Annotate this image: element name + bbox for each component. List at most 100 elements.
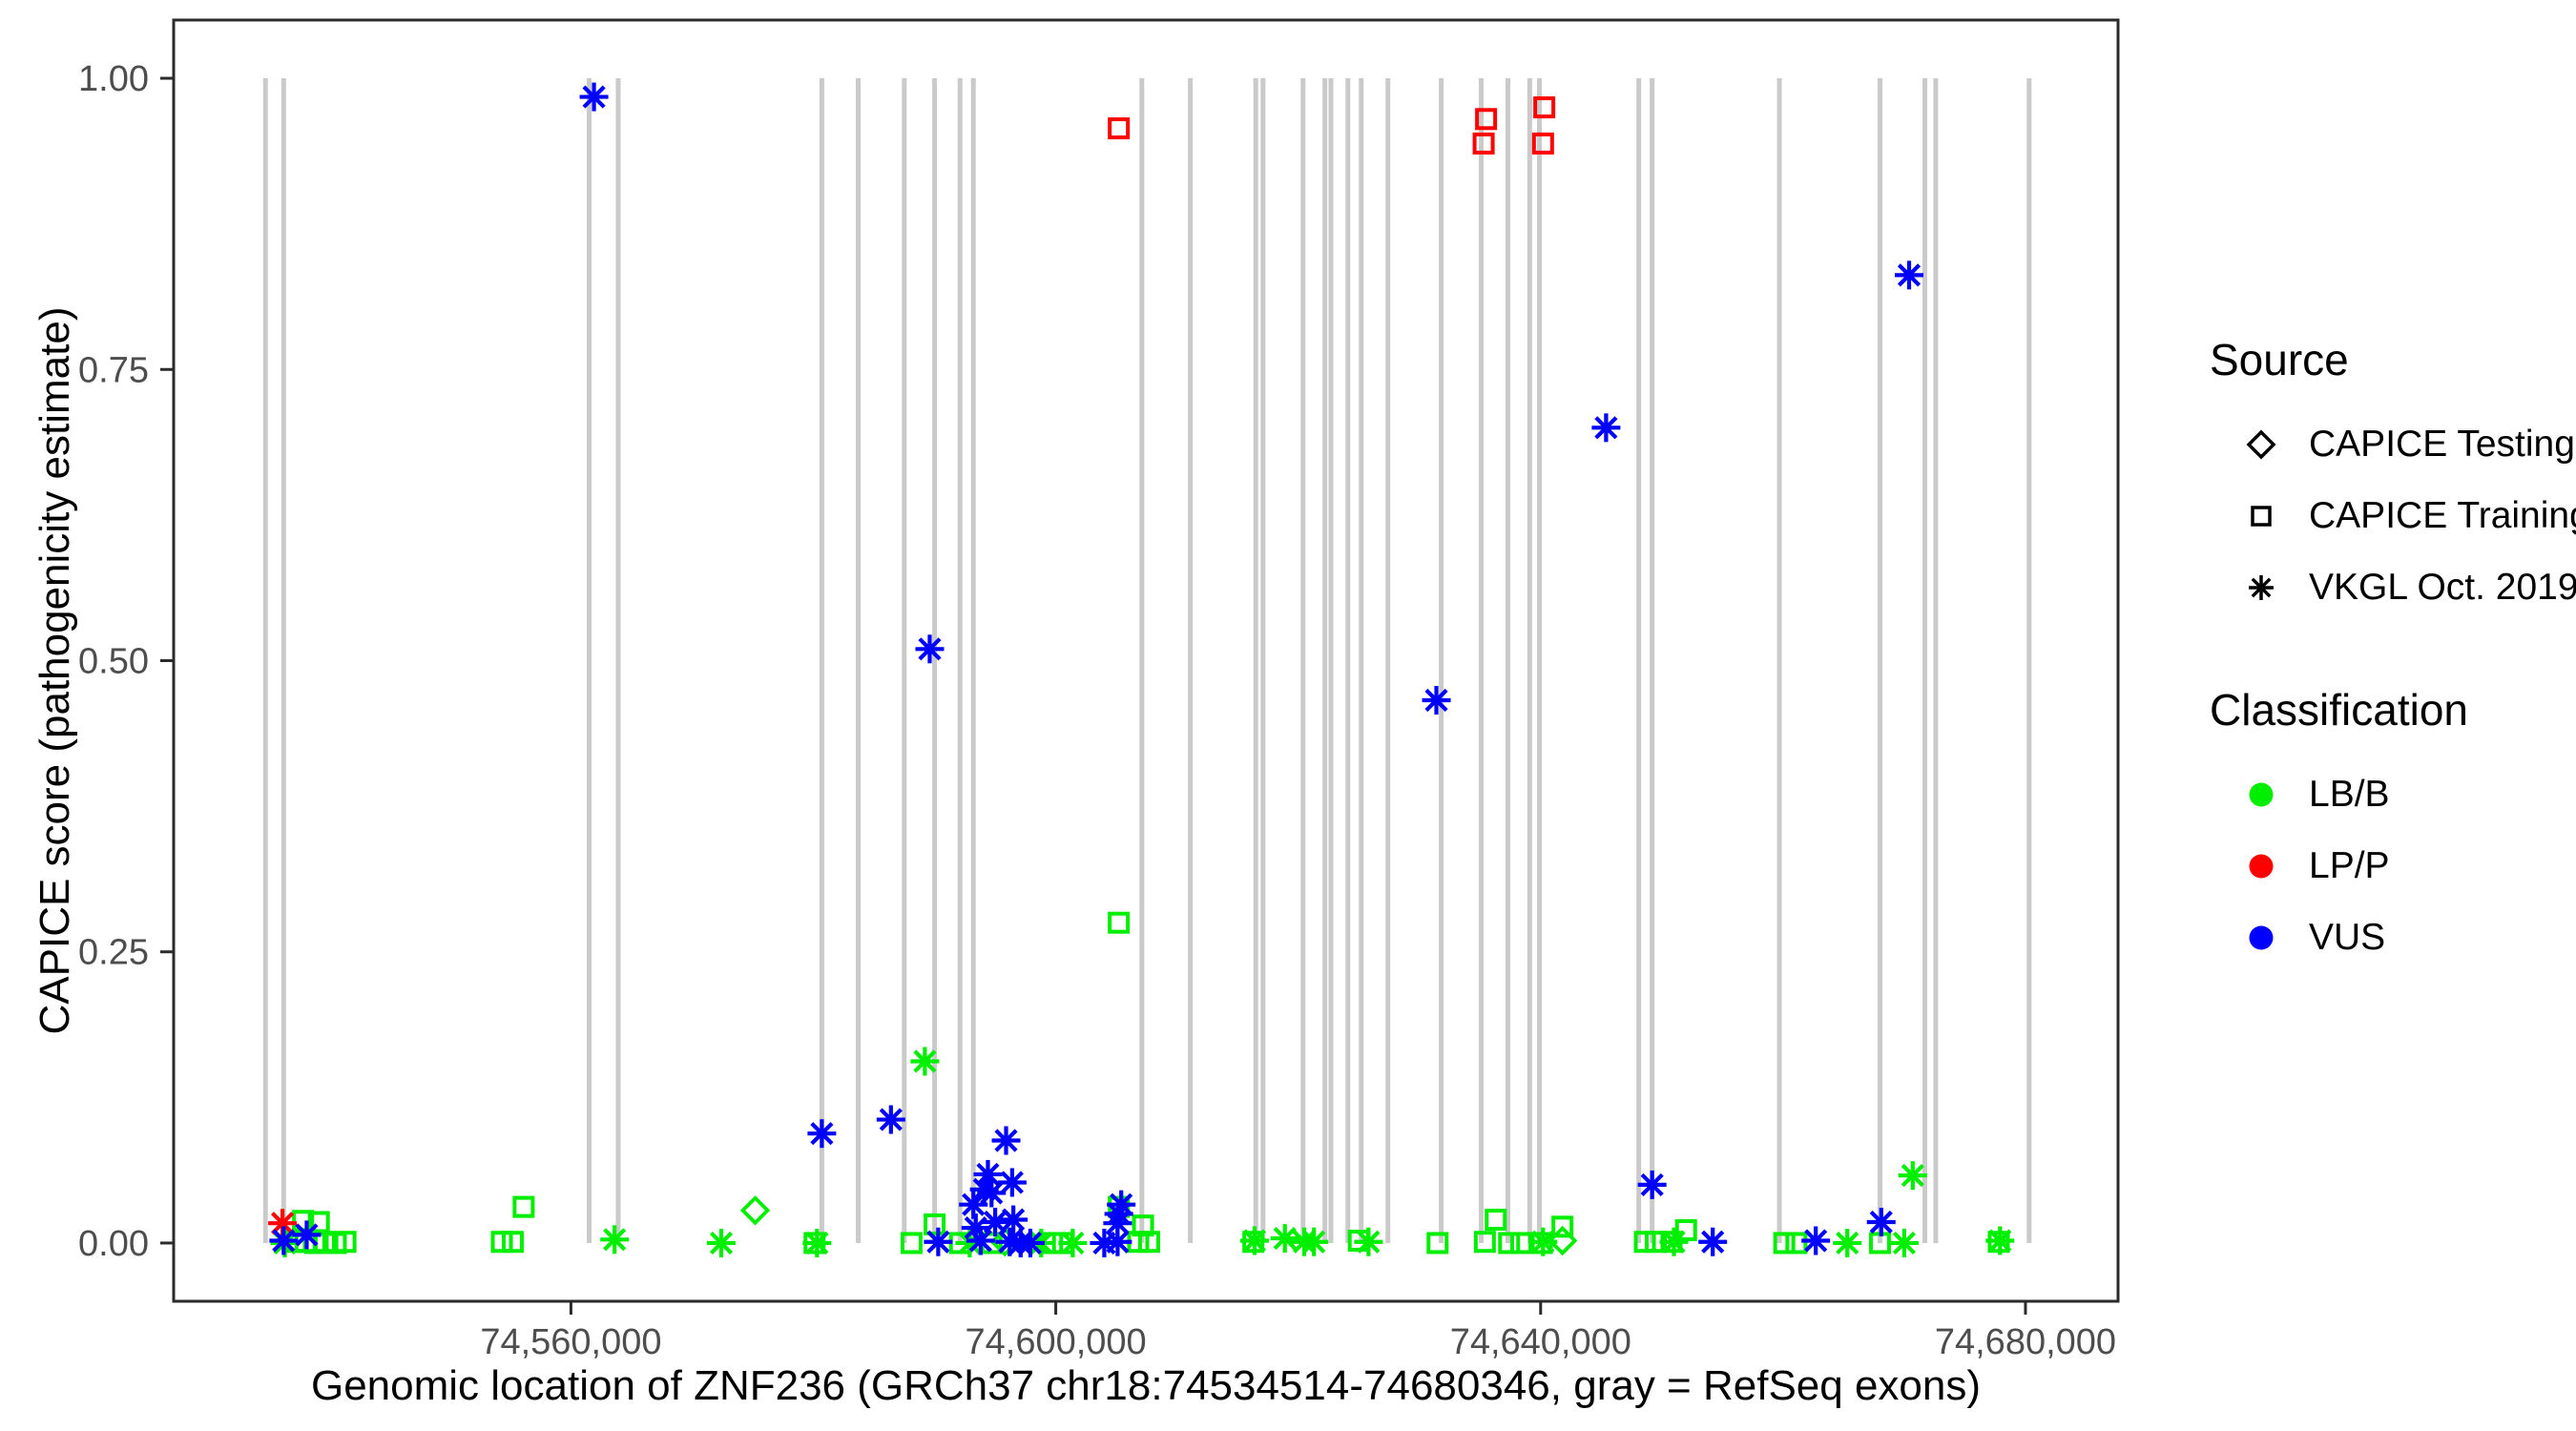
legend-source-item: CAPICE Training (2210, 480, 2576, 551)
data-point (1106, 1230, 1130, 1254)
x-axis-title: Genomic location of ZNF236 (GRCh37 chr18… (310, 1362, 1982, 1409)
data-point (1108, 117, 1131, 140)
data-point (1594, 416, 1618, 440)
data-point (1640, 1172, 1664, 1197)
y-tick-label: 1.00 (78, 59, 149, 99)
legend-classification-label: LP/P (2309, 844, 2390, 886)
data-point (1869, 1210, 1893, 1234)
legend-source-item: CAPICE Testing (2210, 408, 2575, 480)
data-point (879, 1108, 903, 1131)
data-point (1424, 688, 1448, 713)
data-point (1106, 1212, 1130, 1235)
data-point (1000, 1171, 1024, 1194)
data-point (1426, 1232, 1449, 1255)
data-point (1273, 1226, 1297, 1251)
data-point (1498, 1232, 1521, 1255)
data-point (1485, 1209, 1507, 1232)
data-point (1533, 96, 1556, 119)
y-tick-label: 0.00 (78, 1224, 149, 1264)
data-point (1547, 1225, 1578, 1256)
x-tick-label: 74,640,000 (1450, 1322, 1631, 1362)
y-tick-label: 0.75 (78, 350, 149, 390)
data-point (1674, 1219, 1697, 1242)
data-point (272, 1229, 296, 1253)
data-point (582, 85, 606, 109)
data-point (1302, 1230, 1326, 1254)
data-point (968, 1229, 992, 1253)
y-tick-label: 0.25 (78, 933, 149, 973)
data-point (1773, 1232, 1796, 1255)
data-point (994, 1129, 1018, 1152)
data-point (1804, 1229, 1828, 1253)
data-point (1472, 132, 1495, 155)
data-point (962, 1192, 986, 1216)
data-point (810, 1122, 834, 1146)
legend-source-items: CAPICE Testing CAPICE Training VKGL Oct. 2… (2210, 408, 2576, 623)
legend-source-section: Source CAPICE Testing CAPICE Training VKGL… (2210, 334, 2576, 623)
legend-classification-item: LB/B (2210, 758, 2572, 830)
data-point (1018, 1231, 1043, 1255)
dot-icon (2249, 854, 2274, 878)
x-tick-label: 74,600,000 (966, 1322, 1147, 1362)
data-point (1901, 1164, 1924, 1188)
y-tick-label: 0.50 (78, 642, 149, 682)
legend-source-label: CAPICE Testing (2309, 423, 2575, 465)
square-icon (2251, 505, 2272, 527)
legend: Source CAPICE Testing CAPICE Training VKGL… (2210, 334, 2576, 973)
dot-icon (2249, 782, 2274, 806)
data-point (980, 1181, 1004, 1205)
data-point (1892, 1231, 1917, 1255)
data-point (805, 1231, 829, 1255)
data-point (983, 1210, 1008, 1234)
y-axis-title: CAPICE score (pathogenicity estimate) (31, 306, 78, 1035)
data-point (1531, 132, 1554, 155)
data-point (1357, 1230, 1381, 1254)
data-point (1701, 1230, 1725, 1254)
legend-source-title: Source (2210, 335, 2349, 384)
data-point (1475, 108, 1498, 131)
data-point (976, 1162, 1000, 1187)
legend-classification-item: VUS (2210, 902, 2572, 973)
data-point (1473, 1231, 1496, 1254)
data-point (1531, 1230, 1555, 1254)
data-point (1836, 1231, 1859, 1255)
data-point (1988, 1229, 2012, 1253)
data-point (913, 1049, 937, 1073)
data-point (512, 1195, 535, 1218)
data-point (1551, 1215, 1574, 1238)
data-point (1662, 1230, 1686, 1254)
x-tick-label: 74,560,000 (480, 1322, 661, 1362)
x-tick-label: 74,680,000 (1935, 1322, 2116, 1362)
asterisk-icon (2249, 574, 2274, 600)
legend-classification-section: Classification LB/B LP/P VUS (2210, 684, 2572, 973)
data-point (900, 1232, 923, 1255)
legend-source-label: CAPICE Training (2309, 494, 2576, 536)
data-point (603, 1228, 627, 1252)
panel-border (172, 18, 2120, 1303)
data-point (1897, 263, 1922, 287)
data-point (1002, 1208, 1026, 1232)
diamond-icon (2246, 429, 2276, 459)
data-point (295, 1223, 319, 1247)
data-point (1108, 911, 1131, 934)
data-point (1061, 1231, 1085, 1255)
legend-classification-label: LB/B (2309, 773, 2390, 815)
data-point (918, 637, 942, 661)
data-point (1785, 1232, 1808, 1255)
data-point (926, 1230, 950, 1254)
data-point (924, 1213, 946, 1235)
legend-source-label: VKGL Oct. 2019 (2309, 566, 2576, 608)
legend-classification-label: VUS (2309, 916, 2386, 958)
legend-classification-title: Classification (2210, 685, 2468, 735)
data-point (739, 1195, 771, 1226)
data-point (334, 1231, 357, 1254)
legend-source-item: VKGL Oct. 2019 (2210, 551, 2576, 623)
legend-classification-item: LP/P (2210, 830, 2572, 902)
data-point (501, 1231, 524, 1254)
data-point (1242, 1229, 1267, 1253)
legend-classification-items: LB/B LP/P VUS (2210, 758, 2572, 973)
data-point (709, 1231, 734, 1255)
dot-icon (2249, 925, 2274, 949)
